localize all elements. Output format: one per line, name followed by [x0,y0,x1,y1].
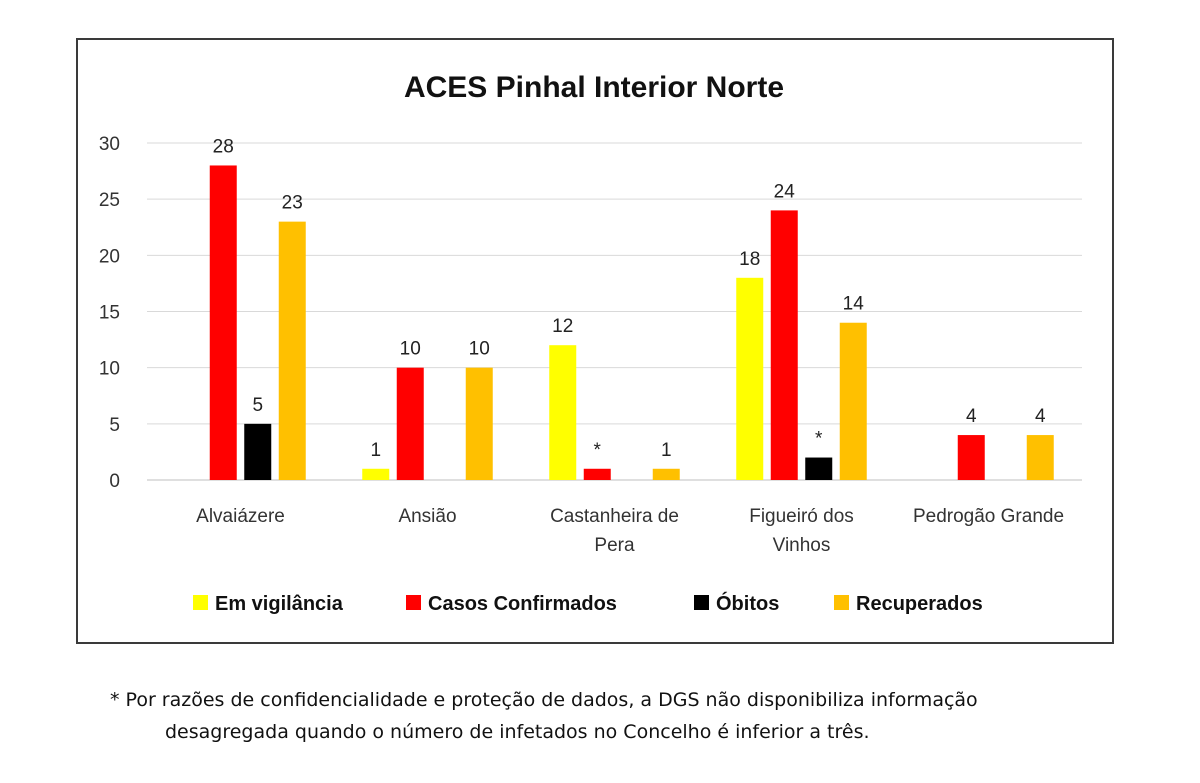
bar [957,435,985,480]
data-label: 5 [252,395,263,416]
bar [736,277,764,480]
data-label: * [594,440,602,461]
y-tick-label: 5 [109,415,120,436]
bar [805,457,833,480]
data-label: 10 [400,339,421,360]
data-label: 10 [469,339,490,360]
bar [770,210,798,480]
bar [396,367,424,480]
y-tick-label: 20 [99,246,120,267]
bar [278,221,306,480]
chart-title: ACES Pinhal Interior Norte [404,71,784,104]
data-label: 12 [552,316,573,337]
y-tick-label: 25 [99,190,120,211]
data-label: 1 [661,440,672,461]
x-tick-label: Castanheira de Pera [550,506,679,556]
data-label: * [815,429,823,450]
data-label: 14 [843,294,865,315]
legend-swatch [834,595,849,610]
bar [465,367,493,480]
footnote-line-2: desagregada quando o número de infetados… [165,721,870,743]
data-labels: 1 12 18 28 10 * 24 4 5 * 23 10 1 14 4 [213,136,1046,460]
bar [652,468,680,480]
legend: Em vigilância Casos Confirmados Óbitos Recu… [193,591,983,615]
legend-label: Casos Confirmados [428,593,617,615]
x-tick-label: Figueiró dos Vinhos [749,506,854,556]
data-label: 4 [966,406,977,427]
x-axis-labels: Alvaiázere Ansião Castanheira de Pera Figuei… [196,506,1064,556]
bar [244,423,272,480]
bar [839,322,867,480]
x-tick-label: Ansião [398,506,456,527]
legend-label: Em vigilância [215,593,344,615]
data-label: 24 [774,181,796,202]
y-tick-label: 30 [99,134,120,155]
y-tick-label: 0 [109,471,120,492]
bar [209,165,237,480]
bar [549,345,577,480]
bar [362,468,390,480]
footnote: * Por razões de confidencialidade e prot… [110,684,1190,748]
legend-label: Recuperados [856,593,983,615]
bar [1026,435,1054,480]
data-label: 1 [370,440,381,461]
y-tick-label: 15 [99,303,120,324]
legend-swatch [193,595,208,610]
y-tick-label: 10 [99,359,120,380]
x-tick-label: Pedrogão Grande [913,506,1064,527]
legend-swatch [694,595,709,610]
bars [209,165,1054,480]
legend-swatch [406,595,421,610]
legend-label: Óbitos [716,591,779,615]
data-label: 18 [739,249,760,270]
chart-frame [76,38,1114,644]
y-axis-ticks: 0 5 10 15 20 25 30 [99,134,120,492]
data-label: 28 [213,136,234,157]
data-label: 23 [282,193,303,214]
bar [583,468,611,480]
footnote-line-1: * Por razões de confidencialidade e prot… [110,689,978,711]
x-tick-label: Alvaiázere [196,506,285,527]
data-label: 4 [1035,406,1046,427]
